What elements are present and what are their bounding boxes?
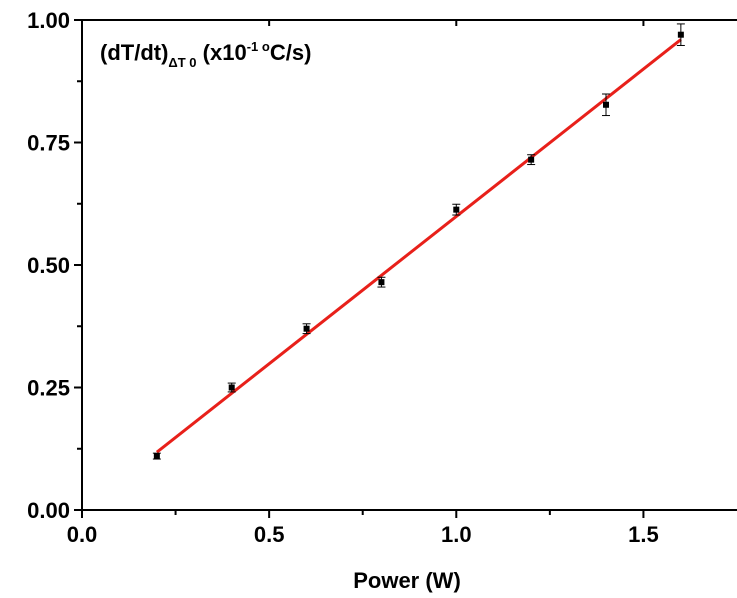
annotation-units-degree: o — [258, 39, 270, 54]
y-tick-label: 0.00 — [27, 498, 70, 523]
data-point — [227, 382, 236, 393]
data-marker — [303, 325, 310, 332]
data-marker — [453, 206, 460, 213]
annotation-main: (dT/dt) — [100, 40, 168, 65]
annotation-exponent: -1 — [247, 39, 259, 54]
data-point — [152, 452, 161, 460]
fit-line — [155, 38, 682, 454]
data-point — [452, 203, 461, 216]
x-tick-label: 0.5 — [254, 522, 285, 547]
data-point — [302, 323, 311, 335]
annotation-layer: (dT/dt)ΔT 0 (x10-1 oC/s) — [100, 39, 311, 70]
y-tick-label: 0.75 — [27, 131, 70, 156]
data-points-layer — [152, 23, 685, 460]
y-tick-label: 0.25 — [27, 376, 70, 401]
annotation-units-prefix: (x10 — [197, 40, 247, 65]
data-marker — [528, 156, 535, 163]
annotation-units-suffix: C/s) — [270, 40, 312, 65]
y-tick-label: 1.00 — [27, 8, 70, 33]
data-marker — [603, 101, 609, 108]
x-tick-label: 1.5 — [628, 522, 659, 547]
data-marker — [228, 384, 235, 391]
data-marker — [378, 279, 385, 286]
data-point — [602, 93, 610, 117]
data-marker — [677, 31, 684, 38]
data-point — [527, 154, 536, 166]
data-point — [676, 23, 685, 46]
data-marker — [153, 453, 160, 460]
x-tick-label: 0.0 — [67, 522, 98, 547]
x-axis-title: Power (W) — [353, 568, 461, 593]
y-tick-label: 0.50 — [27, 253, 70, 278]
fit-line-layer — [155, 38, 682, 454]
axes-layer: 0.0 0.5 1.0 1.5 0.00 0.25 0.50 0.75 1.00 Power (W… — [27, 8, 737, 593]
x-tick-label: 1.0 — [441, 522, 472, 547]
annotation-label: (dT/dt)ΔT 0 (x10-1 oC/s) — [100, 39, 311, 70]
data-point — [377, 276, 386, 288]
annotation-subscript: ΔT 0 — [168, 55, 196, 70]
